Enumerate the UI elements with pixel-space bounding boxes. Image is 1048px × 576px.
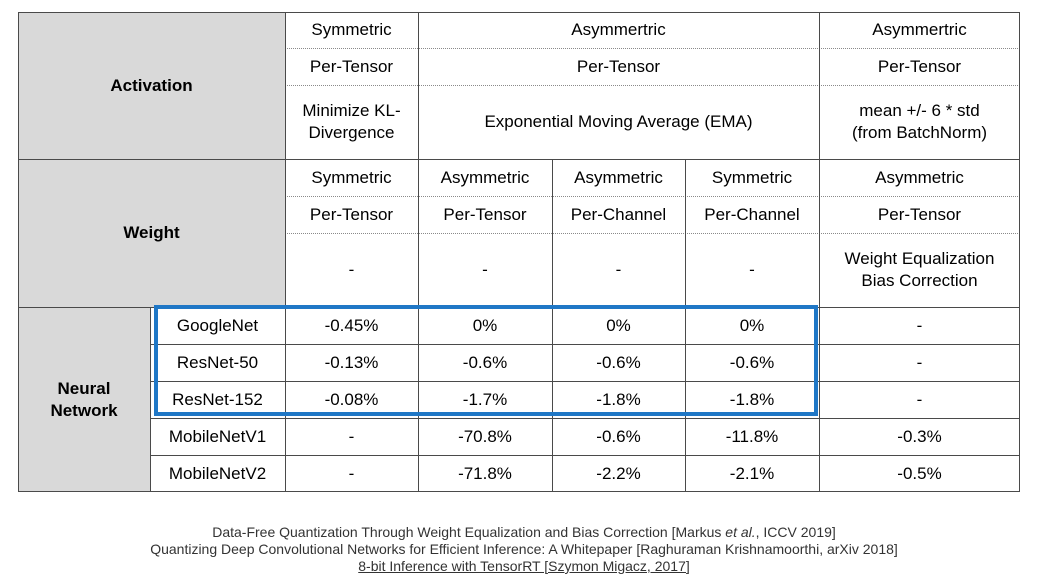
column-divider (285, 12, 286, 492)
column-divider (418, 12, 419, 492)
accuracy-cell: -1.8% (685, 381, 819, 418)
row-divider (150, 381, 1020, 382)
accuracy-cell: - (285, 418, 418, 455)
weight-granularity-2: Per-Channel (552, 196, 685, 233)
accuracy-cell: -0.45% (285, 307, 418, 344)
accuracy-cell: -0.6% (552, 344, 685, 381)
accuracy-cell: -0.13% (285, 344, 418, 381)
neural-network-header: Neural Network (18, 307, 150, 492)
highlight-box (154, 305, 818, 416)
weight-symmetry-3: Symmetric (685, 159, 819, 196)
activation-method-2: mean +/- 6 * std (from BatchNorm) (819, 85, 1020, 159)
reference-2: Quantizing Deep Convolutional Networks f… (150, 541, 898, 557)
accuracy-cell: -0.5% (819, 455, 1020, 492)
section-divider (18, 159, 1020, 160)
weight-method-4: Weight Equalization Bias Correction (819, 233, 1020, 307)
activation-symmetry-2: Asymmertric (819, 12, 1020, 48)
network-name-cell: MobileNetV2 (150, 455, 285, 492)
column-divider (552, 159, 553, 492)
weight-symmetry-4: Asymmetric (819, 159, 1020, 196)
row-divider (150, 344, 1020, 345)
column-divider (819, 12, 820, 492)
weight-method-1: - (418, 233, 552, 307)
accuracy-cell: -11.8% (685, 418, 819, 455)
column-divider (150, 307, 151, 492)
weight-symmetry-2: Asymmetric (552, 159, 685, 196)
accuracy-cell: -1.7% (418, 381, 552, 418)
accuracy-cell: 0% (418, 307, 552, 344)
weight-symmetry-0: Symmetric (285, 159, 418, 196)
row-divider (285, 233, 1020, 234)
weight-method-2: - (552, 233, 685, 307)
accuracy-cell: -71.8% (418, 455, 552, 492)
table-border (18, 12, 1020, 492)
accuracy-cell: - (819, 344, 1020, 381)
accuracy-cell: 0% (685, 307, 819, 344)
references: Data-Free Quantization Through Weight Eq… (0, 524, 1048, 575)
weight-granularity-1: Per-Tensor (418, 196, 552, 233)
network-name-cell: ResNet-152 (150, 381, 285, 418)
row-divider (150, 418, 1020, 419)
accuracy-cell: -1.8% (552, 381, 685, 418)
weight-granularity-3: Per-Channel (685, 196, 819, 233)
network-name-cell: GoogleNet (150, 307, 285, 344)
reference-1: Data-Free Quantization Through Weight Eq… (212, 524, 836, 540)
network-name-cell: MobileNetV1 (150, 418, 285, 455)
accuracy-cell: -70.8% (418, 418, 552, 455)
accuracy-cell: -0.6% (418, 344, 552, 381)
network-name-cell: ResNet-50 (150, 344, 285, 381)
activation-method-1: Exponential Moving Average (EMA) (418, 85, 819, 159)
quantization-comparison-table: Activation Weight Neural Network Symmetric As… (18, 12, 1020, 492)
activation-method-0: Minimize KL- Divergence (285, 85, 418, 159)
weight-header: Weight (18, 159, 285, 307)
activation-symmetry-0: Symmetric (285, 12, 418, 48)
row-divider (285, 196, 1020, 197)
accuracy-cell: - (819, 381, 1020, 418)
accuracy-cell: -2.2% (552, 455, 685, 492)
activation-granularity-1: Per-Tensor (418, 48, 819, 85)
accuracy-cell: -0.3% (819, 418, 1020, 455)
accuracy-cell: - (285, 455, 418, 492)
accuracy-cell: 0% (552, 307, 685, 344)
row-divider (285, 85, 1020, 86)
weight-symmetry-1: Asymmetric (418, 159, 552, 196)
column-divider (685, 159, 686, 492)
accuracy-cell: - (819, 307, 1020, 344)
accuracy-cell: -0.6% (552, 418, 685, 455)
accuracy-cell: -0.6% (685, 344, 819, 381)
activation-granularity-2: Per-Tensor (819, 48, 1020, 85)
activation-symmetry-1: Asymmertric (418, 12, 819, 48)
accuracy-cell: -2.1% (685, 455, 819, 492)
row-divider (150, 455, 1020, 456)
activation-header: Activation (18, 12, 285, 159)
accuracy-cell: -0.08% (285, 381, 418, 418)
weight-granularity-0: Per-Tensor (285, 196, 418, 233)
weight-method-0: - (285, 233, 418, 307)
weight-method-3: - (685, 233, 819, 307)
activation-granularity-0: Per-Tensor (285, 48, 418, 85)
row-divider (285, 48, 1020, 49)
reference-3-link[interactable]: 8-bit Inference with TensorRT [Szymon Mi… (358, 558, 690, 574)
weight-granularity-4: Per-Tensor (819, 196, 1020, 233)
